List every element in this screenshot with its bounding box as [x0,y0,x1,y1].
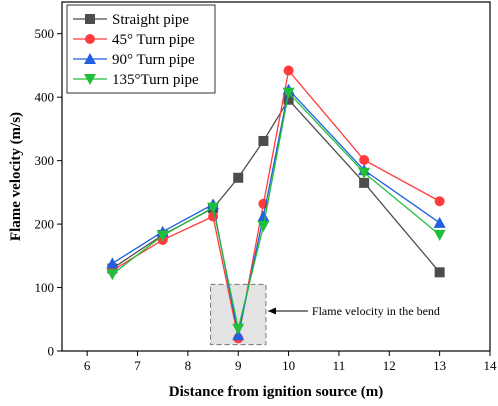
data-point [106,257,119,269]
x-axis-title: Distance from ignition source (m) [169,384,383,400]
series-3 [106,83,446,341]
series-line [111,91,441,329]
legend-label: 135°Turn pipe [112,72,199,88]
data-point [433,216,446,228]
data-point [233,172,244,183]
series-2 [107,65,445,344]
x-tick-label: 9 [235,358,242,373]
legend-entry: 135°Turn pipe [73,72,199,88]
data-point [434,267,445,278]
y-tick-label: 500 [35,26,55,41]
data-point [358,167,371,179]
x-tick-label: 10 [282,358,295,373]
tick-layer: 6 7 8 9 10 11 12 13 14 0 100 200 300 400 500 [35,26,498,373]
data-point [257,210,270,222]
series-1 [107,94,445,278]
data-point [359,155,370,166]
series-4 [106,87,446,335]
x-tick-label: 7 [134,358,141,373]
data-point [283,65,294,76]
legend-label: Straight pipe [112,12,189,28]
y-tick-label: 200 [35,217,55,232]
annotation-arrowhead [267,307,276,315]
legend-entry: 45° Turn pipe [73,32,195,48]
data-point [232,323,245,335]
data-point [283,94,294,105]
data-point [106,269,119,281]
data-point [282,87,295,99]
x-tick-label: 8 [185,358,192,373]
series-line [112,88,441,336]
annotation-label: Flame velocity in the bend [312,304,440,318]
data-point [434,196,445,207]
legend-marker [85,14,95,24]
data-point [207,202,220,214]
annotation-layer: Flame velocity in the bend [210,283,440,346]
legend-label: 45° Turn pipe [112,32,195,48]
x-tick-label: 11 [333,358,346,373]
x-tick-label: 6 [84,358,91,373]
legend-label: 90° Turn pipe [112,52,195,68]
data-point [359,177,370,188]
legend-marker [85,34,95,44]
legend: Straight pipe 45° Turn pipe 90° Turn pipe 1… [66,4,216,94]
y-tick-label: 100 [35,280,55,295]
legend-marker [84,53,96,64]
legend-marker [84,74,96,85]
series-line [111,98,441,273]
y-tick-label: 300 [35,153,55,168]
y-tick-label: 0 [48,344,55,359]
data-point [156,230,169,242]
x-tick-label: 14 [484,358,498,373]
series-layer [106,65,446,344]
legend-entry: Straight pipe [73,12,189,28]
legend-entry: 90° Turn pipe [73,52,195,68]
series-line [112,69,440,339]
data-point [257,220,270,232]
data-point [433,229,446,241]
data-point [258,135,269,146]
x-tick-label: 12 [383,358,396,373]
x-tick-label: 13 [433,358,446,373]
y-axis-title: Flame velocity (m/s) [8,112,24,241]
y-tick-label: 400 [35,90,55,105]
plot-frame [61,1,491,352]
